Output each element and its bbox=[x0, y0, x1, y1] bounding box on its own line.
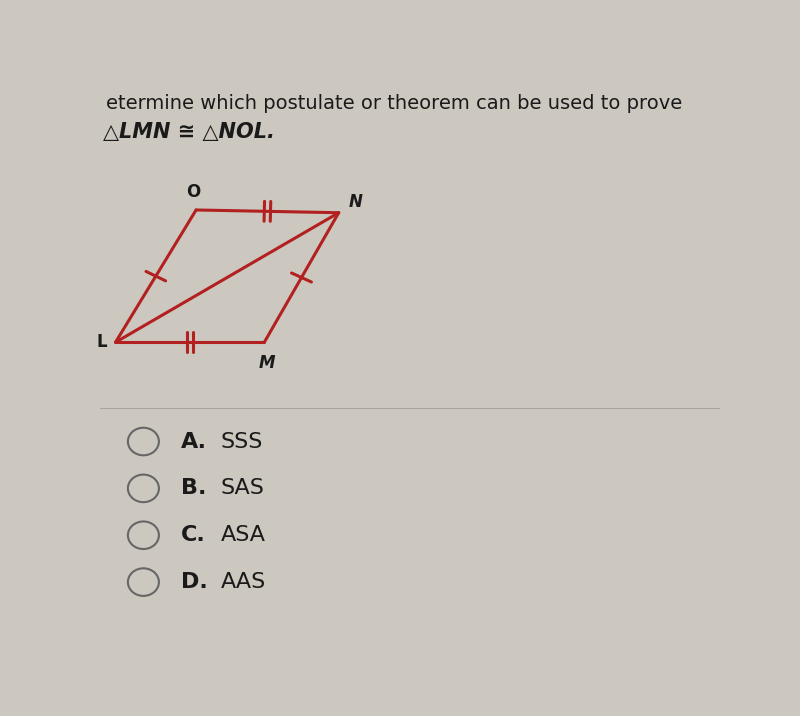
Text: D.: D. bbox=[181, 572, 207, 592]
Text: N: N bbox=[349, 193, 363, 211]
Text: C.: C. bbox=[181, 526, 206, 546]
Text: O: O bbox=[186, 183, 200, 201]
Text: M: M bbox=[259, 354, 276, 372]
Text: SAS: SAS bbox=[221, 478, 265, 498]
Text: B.: B. bbox=[181, 478, 206, 498]
Text: ASA: ASA bbox=[221, 526, 266, 546]
Text: SSS: SSS bbox=[221, 432, 263, 452]
Text: AAS: AAS bbox=[221, 572, 266, 592]
Text: etermine which postulate or theorem can be used to prove: etermine which postulate or theorem can … bbox=[106, 95, 682, 113]
Text: △LMN ≅ △NOL.: △LMN ≅ △NOL. bbox=[103, 122, 275, 142]
Text: A.: A. bbox=[181, 432, 206, 452]
Text: L: L bbox=[97, 333, 107, 352]
